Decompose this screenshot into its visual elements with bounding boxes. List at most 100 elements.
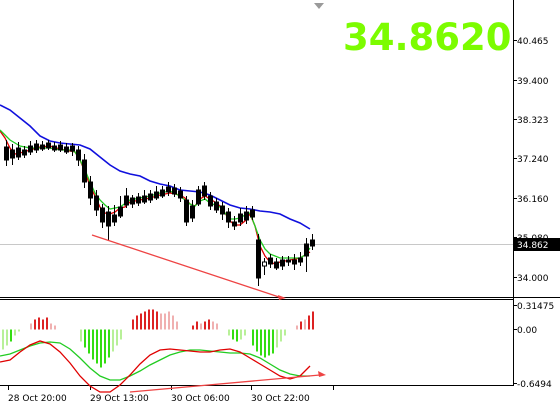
candle-39 <box>238 208 243 226</box>
candle-3 <box>22 146 27 158</box>
histogram-bar-23 <box>132 319 134 330</box>
candle-38 <box>232 216 237 230</box>
candle-2 <box>16 142 21 160</box>
candle-31 <box>190 200 195 222</box>
candle-7 <box>46 140 51 150</box>
candle-37 <box>226 208 231 228</box>
candle-49 <box>298 252 303 266</box>
candle-15 <box>94 190 99 216</box>
histogram-bar-15 <box>92 329 94 360</box>
big-price-readout: 34.8620 <box>343 16 512 59</box>
osc-label-bottom: -0.6494 <box>517 380 552 390</box>
histogram-bar-28 <box>152 309 154 330</box>
histogram-bar-57 <box>300 321 302 330</box>
histogram-bar-12 <box>80 329 82 342</box>
histogram-bar-25 <box>140 313 142 330</box>
histogram-bar-18 <box>104 329 106 364</box>
histogram-bar-42 <box>228 329 230 336</box>
oscillator-signal-line <box>0 341 310 381</box>
histogram-bar-52 <box>272 329 274 354</box>
candle-6 <box>40 141 45 151</box>
histogram-bar-24 <box>136 315 138 330</box>
histogram-bar-13 <box>84 329 86 348</box>
candle-46 <box>280 256 285 270</box>
histogram-bar-21 <box>116 329 118 346</box>
time-label-29-oct-1300: 29 Oct 13:00 <box>90 394 149 404</box>
candle-25 <box>154 186 159 200</box>
chart-shift-marker-icon[interactable] <box>314 3 324 9</box>
histogram-bar-0 <box>2 329 4 350</box>
osc-label-top: 0.31475 <box>517 302 554 312</box>
price-label-36-160: 36.160 <box>517 195 549 205</box>
histogram-bar-39 <box>208 319 210 330</box>
candle-44 <box>268 254 273 268</box>
histogram-bar-10 <box>50 323 52 330</box>
histogram-bar-51 <box>268 329 270 356</box>
histogram-bar-33 <box>172 315 174 330</box>
histogram-bar-26 <box>144 311 146 330</box>
histogram-bar-41 <box>216 323 218 330</box>
candle-24 <box>148 190 153 203</box>
candle-51 <box>310 234 315 250</box>
candle-19 <box>118 196 123 218</box>
candle-5 <box>34 140 39 153</box>
histogram-bar-7 <box>38 317 40 330</box>
histogram-bar-59 <box>308 315 310 330</box>
candle-11 <box>70 143 75 156</box>
histogram-bar-47 <box>252 329 254 346</box>
price-label-39-400: 39.400 <box>517 77 549 87</box>
histogram-bar-2 <box>10 329 12 342</box>
candle-20 <box>124 188 129 208</box>
histogram-bar-8 <box>42 319 44 330</box>
price-axis-ticks <box>513 40 517 384</box>
histogram-bar-31 <box>164 313 166 330</box>
candle-12 <box>76 146 81 166</box>
candle-33 <box>202 182 207 200</box>
oscillator-main-line <box>0 340 311 393</box>
candle-8 <box>52 142 57 152</box>
histogram-bar-16 <box>96 329 98 364</box>
histogram-bar-29 <box>156 311 158 330</box>
histogram-bar-44 <box>236 329 238 342</box>
histogram-bar-11 <box>54 325 56 330</box>
histogram-bar-14 <box>88 329 90 354</box>
histogram-bar-4 <box>18 329 20 332</box>
histogram-bar-56 <box>296 325 298 330</box>
histogram-bar-22 <box>120 329 122 340</box>
time-label-30-oct-0600: 30 Oct 06:00 <box>171 394 230 404</box>
oscillator-divergence-arrowhead <box>318 371 326 377</box>
histogram-bar-45 <box>240 329 242 340</box>
price-divergence-line <box>91 234 283 299</box>
candle-45 <box>274 258 279 270</box>
candle-22 <box>136 193 141 206</box>
candle-30 <box>184 196 189 226</box>
histogram-bar-9 <box>46 317 48 330</box>
oscillator-divergence-line <box>129 374 321 393</box>
histogram-bar-27 <box>148 309 150 330</box>
candle-48 <box>292 254 297 270</box>
histogram-bar-58 <box>304 319 306 330</box>
candle-14 <box>88 176 93 205</box>
histogram-bar-43 <box>232 329 234 340</box>
oscillator-histogram <box>2 309 314 368</box>
candle-17 <box>106 206 111 240</box>
price-label-40-465: 40.465 <box>517 37 549 47</box>
slow-moving-average-line <box>0 104 311 230</box>
osc-label-zero: 0.00 <box>517 326 537 336</box>
candle-32 <box>196 186 201 206</box>
candle-42 <box>256 234 261 286</box>
candle-40 <box>244 206 249 224</box>
candle-28 <box>172 184 177 197</box>
candle-10 <box>64 143 69 154</box>
candle-4 <box>28 141 33 155</box>
candle-35 <box>214 198 219 213</box>
current-price-tag-bg <box>514 238 560 251</box>
histogram-bar-55 <box>284 329 286 336</box>
histogram-bar-19 <box>108 329 110 358</box>
candle-21 <box>130 195 135 208</box>
histogram-bar-1 <box>6 329 8 346</box>
histogram-bar-40 <box>212 321 214 330</box>
candle-1 <box>10 144 15 165</box>
histogram-bar-32 <box>168 311 170 330</box>
